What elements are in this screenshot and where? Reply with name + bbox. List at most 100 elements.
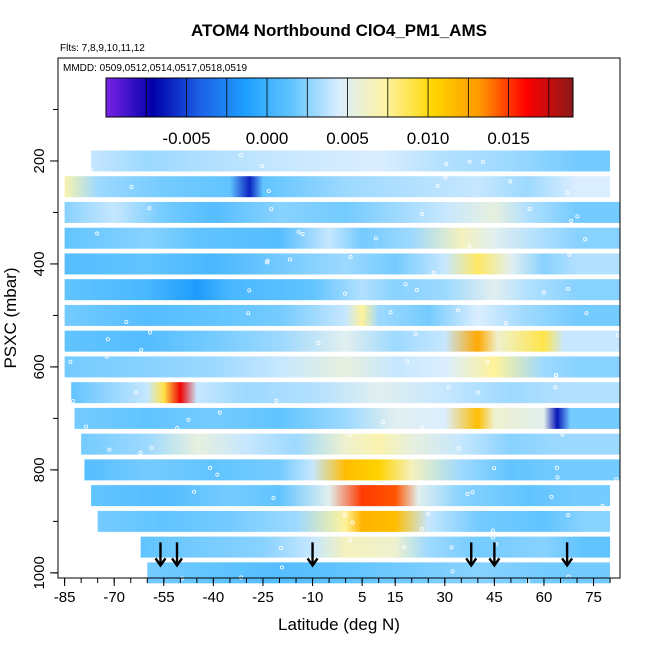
observation-point	[247, 288, 252, 293]
observation-point	[566, 286, 571, 291]
observation-point	[549, 494, 554, 499]
observation-point	[259, 164, 264, 169]
x-tick-label: 5	[358, 589, 366, 606]
observation-point	[343, 291, 348, 296]
y-tick-label: 800	[31, 457, 48, 482]
observation-point	[503, 321, 508, 326]
observation-point	[575, 214, 580, 219]
observation-point	[348, 538, 353, 543]
observation-point	[287, 257, 292, 262]
observation-point	[105, 337, 110, 342]
colorbar: -0.005 0.000 0.005 0.010 0.015	[105, 77, 574, 148]
observation-point	[420, 212, 425, 217]
heatmap-row	[64, 279, 621, 301]
observation-point	[215, 472, 220, 477]
observation-point	[373, 236, 378, 241]
observation-point	[419, 425, 424, 430]
x-axis: -85 -70 -55 -40 -25 -10 5 15 30 45 60 75	[54, 578, 611, 606]
heatmap-row	[81, 433, 620, 455]
observation-point	[274, 398, 279, 403]
observation-point	[475, 390, 480, 395]
observation-point	[444, 161, 449, 166]
x-tick-label: 75	[585, 589, 602, 606]
y-tick-label: 600	[31, 354, 48, 379]
chart-title: ATOM4 Northbound ClO4_PM1_AMS	[191, 21, 487, 40]
observation-point	[465, 492, 470, 497]
x-tick-label: 45	[486, 589, 503, 606]
observation-point	[246, 311, 251, 316]
observation-point	[485, 360, 490, 365]
observation-point	[239, 575, 244, 580]
observation-point	[107, 447, 112, 452]
flight-marker-arrow	[171, 542, 183, 568]
observation-point	[566, 513, 571, 518]
observation-point	[449, 545, 454, 550]
observation-point	[526, 579, 531, 584]
observation-point	[614, 477, 619, 482]
observation-point	[554, 373, 559, 378]
flight-marker-arrow	[561, 542, 574, 568]
heatmap-row	[64, 304, 621, 326]
observation-point	[124, 319, 129, 324]
observation-point	[296, 229, 301, 234]
y-axis: 200 400 600 800 1000	[31, 108, 58, 590]
x-axis-label: Latitude (deg N)	[278, 615, 400, 634]
observation-point	[467, 159, 472, 164]
observation-point	[68, 359, 73, 364]
heatmap-row	[64, 227, 621, 249]
observation-point	[217, 410, 222, 415]
observation-point	[380, 420, 385, 425]
heatmap	[64, 150, 621, 584]
heatmap-row	[71, 382, 621, 404]
observation-point	[147, 330, 152, 335]
observation-point	[490, 528, 495, 533]
observation-point	[554, 465, 559, 470]
observation-point	[508, 179, 513, 184]
flight-marker-arrow	[465, 542, 478, 568]
observation-point	[405, 359, 410, 364]
observation-point	[70, 399, 75, 404]
colorbar-tick-label: 0.015	[487, 129, 530, 148]
observation-point	[565, 191, 570, 196]
y-tick-label: 1000	[31, 556, 48, 589]
observation-point	[446, 385, 451, 390]
observation-point	[553, 385, 558, 390]
observation-point	[348, 255, 353, 260]
observation-point	[83, 424, 88, 429]
observation-point	[435, 184, 440, 189]
heatmap-row	[84, 459, 620, 481]
observation-point	[541, 290, 546, 295]
heatmap-row	[74, 407, 620, 429]
observation-point	[419, 527, 424, 532]
flight-markers	[154, 542, 574, 568]
heatmap-row	[64, 176, 611, 198]
flight-marker-arrow	[306, 542, 319, 568]
observation-point	[138, 450, 143, 455]
heatmap-row	[64, 330, 621, 352]
flights-note: Flts: 7,8,9,10,11,12	[60, 43, 145, 54]
flight-marker-arrow	[488, 542, 501, 568]
observation-points	[68, 153, 620, 584]
observation-point	[583, 237, 588, 242]
observation-point	[95, 231, 100, 236]
colorbar-tick-label: 0.005	[326, 129, 369, 148]
observation-point	[279, 565, 284, 570]
colorbar-tick-label: 0.000	[246, 129, 289, 148]
observation-point	[470, 490, 475, 495]
observation-point	[347, 432, 352, 437]
observation-point	[239, 153, 244, 158]
observation-point	[567, 252, 572, 257]
observation-point	[129, 184, 134, 189]
observation-point	[269, 207, 274, 212]
observation-point	[492, 466, 497, 471]
x-tick-label: 30	[436, 589, 453, 606]
heatmap-row	[64, 201, 621, 223]
observation-point	[450, 569, 455, 574]
observation-point	[403, 282, 408, 287]
observation-point	[89, 167, 94, 172]
observation-point	[149, 446, 154, 451]
observation-point	[413, 331, 418, 336]
y-axis-label: PSXC (mbar)	[1, 267, 20, 368]
observation-point	[316, 341, 321, 346]
observation-point	[300, 231, 305, 236]
